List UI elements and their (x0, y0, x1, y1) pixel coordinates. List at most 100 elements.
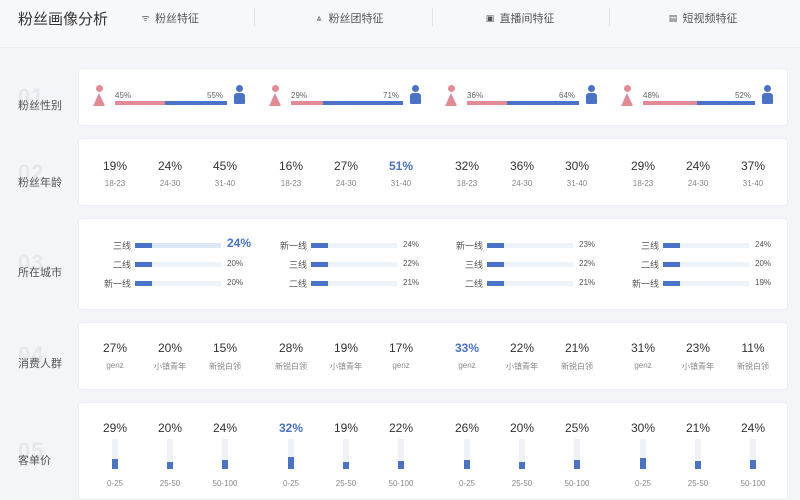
price-range-label: 50-100 (740, 479, 766, 488)
row-number: 01 (18, 84, 45, 109)
age-percent: 24% (685, 159, 711, 173)
consumer-stat: 28% 新锐白领 (263, 341, 319, 372)
row-number: 04 (18, 342, 45, 367)
price-stat: 24% 50-100 (725, 421, 781, 491)
city-bar-fill (663, 281, 681, 286)
age-column: 29% 18-23 24% 24-30 37% 31-40 (611, 139, 788, 205)
female-head (448, 85, 455, 92)
price-range-label: 0-25 (458, 479, 475, 488)
tab-label: 短视频特征 (682, 13, 738, 25)
consumer-group-label: 新锐白领 (561, 362, 593, 371)
tab-divider (609, 8, 610, 26)
age-stat: 45% 31-40 (197, 159, 253, 188)
city-row: 三线 24% (611, 239, 788, 251)
age-stat: 24% 24-30 (142, 159, 198, 188)
city-percent: 22% (403, 259, 420, 268)
male-head (236, 85, 243, 92)
age-range-label: 24-30 (511, 179, 533, 188)
price-stat: 25% 50-100 (549, 421, 605, 491)
gender-bar-group: 36% 64% (445, 85, 615, 109)
gender-ratio-bar (467, 101, 579, 105)
consumer-percent: 22% (509, 341, 535, 355)
city-bar-track (311, 281, 397, 286)
female-percent: 48% (643, 91, 660, 100)
consumer-group-label: genz (634, 361, 652, 370)
male-head (764, 85, 771, 92)
price-range-label: 50-100 (564, 479, 590, 488)
city-bar-track (487, 243, 573, 248)
fans-icon: ᯤ (141, 12, 150, 23)
city-column: 三线 24% 二线 20% 新一线 19% (611, 219, 788, 309)
price-range-label: 25-50 (511, 479, 533, 488)
row-label-consumer: 消费人群 (18, 358, 62, 370)
age-percent: 24% (157, 159, 183, 173)
consumer-stat: 33% genz (439, 341, 495, 370)
price-column: 32% 0-25 19% 25-50 22% 50-100 (259, 403, 436, 499)
consumer-percent: 28% (278, 341, 304, 355)
gender-ratio-bar (643, 101, 755, 105)
age-panel: 19% 18-23 24% 24-30 45% 31-40 16% 18-23 27% 24-30… (78, 138, 788, 206)
male-head (412, 85, 419, 92)
price-range-label: 25-50 (687, 479, 709, 488)
age-percent: 51% (388, 159, 414, 173)
consumer-group-label: 新锐白领 (209, 362, 241, 371)
city-bar-track (487, 281, 573, 286)
price-panel: 29% 0-25 20% 25-50 24% 50-100 32% 0-25 19% 25-50 2… (78, 402, 788, 500)
price-bar-track (519, 439, 525, 469)
row-label-age: 粉丝年龄 (18, 177, 62, 189)
consumer-group-label: 新锐白领 (275, 362, 307, 371)
row-number: 02 (18, 160, 45, 185)
gender-column: 45% 55% (83, 69, 260, 125)
city-percent: 22% (579, 259, 596, 268)
price-bar-fill (167, 461, 173, 469)
row-number: 05 (18, 438, 45, 463)
consumer-percent: 31% (630, 341, 656, 355)
male-percent: 71% (383, 91, 400, 100)
age-range-label: 18-23 (632, 179, 654, 188)
age-percent: 29% (630, 159, 656, 173)
female-body (93, 93, 105, 106)
city-tier-label: 三线 (640, 241, 659, 251)
price-range-label: 50-100 (212, 479, 238, 488)
age-stat: 51% 31-40 (373, 159, 429, 188)
consumer-stat: 11% 新锐白领 (725, 341, 781, 372)
male-icon (585, 85, 597, 107)
city-bar-track (487, 262, 573, 267)
price-bar-fill (343, 462, 349, 469)
price-stat: 29% 0-25 (87, 421, 143, 491)
city-percent: 21% (579, 278, 596, 287)
age-percent: 32% (454, 159, 480, 173)
tab-short-video[interactable]: ▤ 短视频特征 (648, 10, 758, 26)
consumer-percent: 33% (454, 341, 480, 355)
price-bar-fill (464, 459, 470, 469)
male-icon (761, 85, 773, 107)
age-percent: 27% (333, 159, 359, 173)
price-bar-track (343, 439, 349, 469)
price-bar-fill (398, 461, 404, 469)
consumer-column: 28% 新锐白领 19% 小镇青年 17% genz (259, 323, 436, 389)
price-percent: 24% (212, 421, 238, 435)
tab-fans[interactable]: ᯤ 粉丝特征 (120, 10, 220, 26)
price-stat: 22% 50-100 (373, 421, 429, 491)
price-column: 30% 0-25 21% 25-50 24% 50-100 (611, 403, 788, 499)
fan-group-icon: ⩓ (316, 12, 322, 23)
city-tier-label: 新一线 (455, 241, 483, 251)
tab-live-room[interactable]: ▣ 直播间特征 (470, 10, 570, 26)
tab-fan-group[interactable]: ⩓ 粉丝团特征 (294, 10, 404, 26)
female-percent: 45% (115, 91, 132, 100)
consumer-group-label: genz (392, 361, 410, 370)
consumer-stat: 27% genz (87, 341, 143, 370)
city-tier-label: 新一线 (279, 241, 307, 251)
age-stat: 19% 18-23 (87, 159, 143, 188)
female-percent: 36% (467, 91, 484, 100)
city-bar-track (135, 243, 221, 248)
price-percent: 21% (685, 421, 711, 435)
age-percent: 30% (564, 159, 590, 173)
price-percent: 30% (630, 421, 656, 435)
consumer-percent: 17% (388, 341, 414, 355)
male-percent: 55% (207, 91, 224, 100)
female-percent: 29% (291, 91, 308, 100)
tab-label: 粉丝特征 (155, 13, 199, 25)
consumer-percent: 21% (564, 341, 590, 355)
price-range-label: 25-50 (335, 479, 357, 488)
